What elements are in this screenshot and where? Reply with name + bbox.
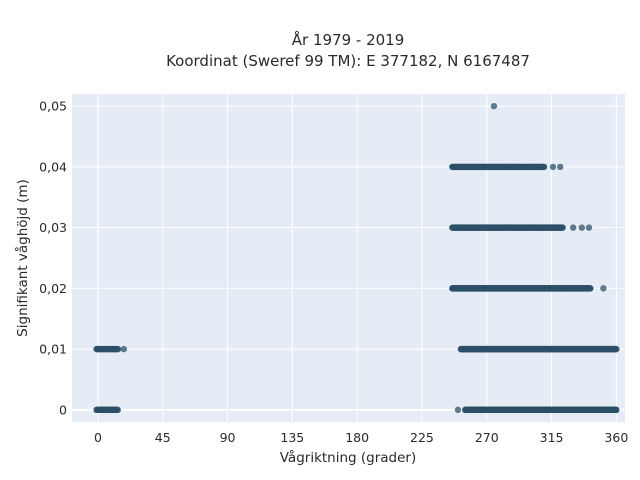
data-point [114,406,122,414]
data-point [549,163,557,171]
data-point [454,406,462,414]
data-point [613,406,620,414]
y-tick-label: 0,01 [39,342,67,357]
chart-title-line1: År 1979 - 2019 [292,30,405,49]
data-point [114,345,122,353]
x-tick-label: 360 [604,430,628,445]
data-point [578,224,585,231]
x-tick-label: 315 [540,430,564,445]
y-tick-label: 0,05 [39,99,67,114]
x-tick-labels: 0 45 90 135 180 225 270 315 360 [94,430,628,445]
y-tick-label: 0,02 [39,281,67,296]
data-points [93,102,620,414]
data-point [613,345,620,353]
plot-area [72,94,625,422]
y-tick-labels: 0 0,01 0,02 0,03 0,04 0,05 [39,99,67,418]
chart-title-line2: Koordinat (Sweref 99 TM): E 377182, N 61… [166,52,530,70]
data-point [600,285,607,292]
x-tick-label: 180 [345,430,369,445]
x-tick-label: 225 [410,430,434,445]
x-axis-label: Vågriktning (grader) [280,449,417,466]
data-point [541,163,548,171]
data-point [569,224,577,231]
y-axis-label: Signifikant våghöjd (m) [14,179,31,337]
x-tick-label: 0 [94,430,102,445]
x-tick-label: 90 [220,430,236,445]
y-tick-label: 0,04 [39,159,67,174]
y-tick-label: 0 [59,402,67,417]
data-point [559,224,566,231]
data-point [120,345,128,353]
x-tick-label: 135 [280,430,304,445]
x-tick-label: 45 [155,430,171,445]
data-point [557,163,564,171]
y-tick-label: 0,03 [39,220,67,235]
data-point [490,102,498,110]
x-tick-label: 270 [475,430,499,445]
data-point [585,224,593,231]
data-point [587,285,594,292]
